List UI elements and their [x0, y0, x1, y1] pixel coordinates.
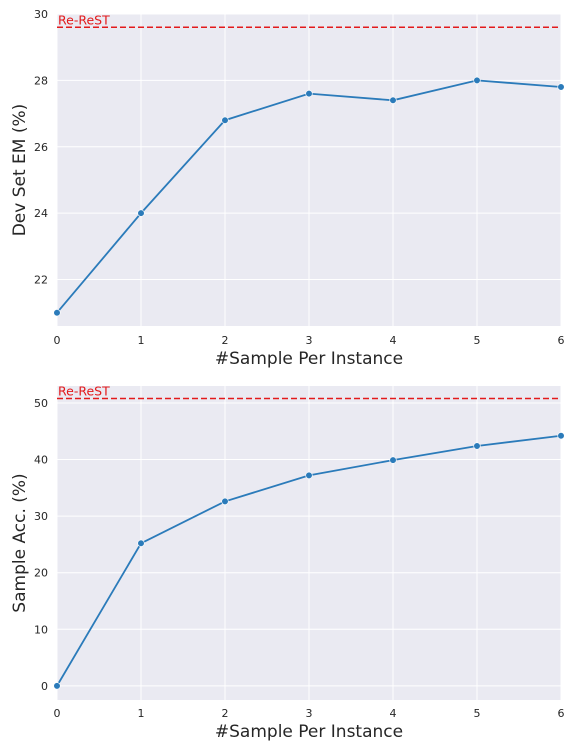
y-tick-label: 50 [34, 397, 48, 410]
x-tick-label: 2 [222, 334, 229, 347]
y-tick-label: 28 [34, 74, 48, 87]
x-tick-label: 1 [138, 334, 145, 347]
y-tick-label: 40 [34, 454, 48, 467]
y-tick-label: 30 [34, 8, 48, 21]
y-tick-label: 26 [34, 141, 48, 154]
chart-panel-2: 0 1 2 3 4 5 6 0 10 20 30 40 50 Re-ReST #Sample Per Ins… [10, 383, 564, 742]
x-tick-label: 0 [54, 334, 61, 347]
data-point [305, 90, 313, 98]
data-point [557, 83, 564, 91]
x-axis-label: #Sample Per Instance [215, 722, 403, 742]
x-tick-label: 6 [558, 334, 564, 347]
data-point [389, 96, 397, 104]
x-tick-label: 5 [474, 334, 481, 347]
data-point [221, 497, 229, 506]
data-point [473, 442, 481, 450]
x-tick-label: 6 [558, 707, 564, 720]
y-tick-label: 0 [41, 680, 48, 693]
data-point [53, 682, 61, 690]
y-axis-label: Sample Acc. (%) [10, 473, 30, 612]
reference-line-label: Re-ReST [58, 12, 110, 27]
x-tick-label: 0 [54, 707, 61, 720]
x-tick-label: 3 [306, 334, 313, 347]
y-axis-label: Dev Set EM (%) [10, 104, 30, 237]
x-tick-label: 4 [390, 334, 397, 347]
x-tick-label: 3 [306, 707, 313, 720]
y-tick-label: 30 [34, 510, 48, 523]
y-tick-label: 24 [34, 207, 48, 220]
data-point [389, 456, 397, 464]
y-tick-label: 22 [34, 274, 48, 287]
chart-panel-1: 0 1 2 3 4 5 6 22 24 26 28 30 Re-ReST #Sample Per Inst… [10, 8, 564, 369]
x-axis-label: #Sample Per Instance [215, 349, 403, 369]
data-point [53, 309, 61, 317]
x-tick-label: 2 [222, 707, 229, 720]
reference-line-label: Re-ReST [58, 383, 110, 398]
x-tick-label: 4 [390, 707, 397, 720]
data-point [557, 432, 564, 440]
y-tick-label: 10 [34, 623, 48, 636]
data-point [473, 76, 481, 84]
data-point [305, 471, 313, 479]
x-tick-label: 5 [474, 707, 481, 720]
data-point [137, 539, 145, 547]
y-tick-label: 20 [34, 567, 48, 580]
data-point [137, 209, 145, 217]
data-point [221, 116, 229, 124]
x-tick-label: 1 [138, 707, 145, 720]
